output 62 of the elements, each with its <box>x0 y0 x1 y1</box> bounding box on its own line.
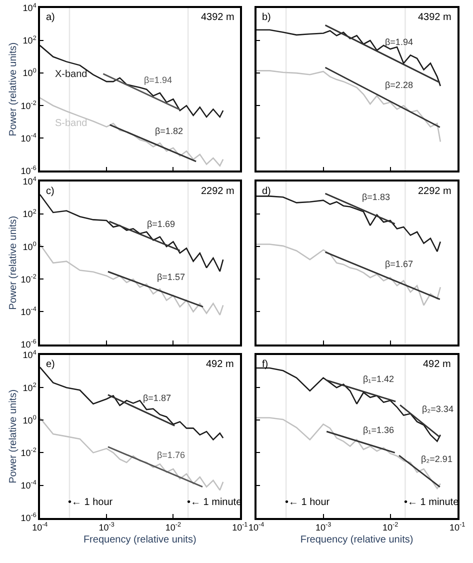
series-label: β=1.82 <box>155 126 183 136</box>
y-tick-label: 10$^{2}$ <box>22 208 37 220</box>
ref-line-label: •← 1 hour <box>68 497 114 508</box>
x-tick-label: 10$^{-3}$ <box>315 522 332 532</box>
x-tick-label: 10$^{-4}$ <box>248 522 265 532</box>
y-tick-label: 10$^{2}$ <box>22 382 37 393</box>
y-tick-label: 10$^{-2}$ <box>20 274 37 284</box>
y-tick-label: 10$^{-6}$ <box>20 165 37 176</box>
series-label: β=1.94 <box>144 75 172 85</box>
y-tick-label: 10$^{-6}$ <box>20 338 37 350</box>
y-tick-label: 10$^{4}$ <box>22 349 37 360</box>
y-tick-label: 10$^{0}$ <box>22 414 37 426</box>
x-tick-label: 10$^{-3}$ <box>98 522 115 532</box>
annotation: 2292 m <box>201 186 234 197</box>
series-label: β=1.94 <box>385 37 413 47</box>
annotation: e) <box>46 359 55 370</box>
series-label: β=1.83 <box>362 192 390 202</box>
annotation: 492 m <box>206 359 234 370</box>
y-axis-title: Power (relative units) <box>8 389 20 484</box>
series-label: β=1.57 <box>157 272 185 282</box>
y-axis-title: Power (relative units) <box>8 216 20 310</box>
series-label: β₁=1.42 <box>363 374 394 384</box>
series-label: β₂=2.91 <box>421 454 452 464</box>
y-tick-label: 10$^{0}$ <box>22 67 37 78</box>
annotation: 4392 m <box>418 12 452 23</box>
x-tick-label: 10$^{-2}$ <box>382 522 399 532</box>
annotation: d) <box>262 186 271 197</box>
y-tick-label: 10$^{-4}$ <box>20 132 37 144</box>
y-tick-label: 10$^{-2}$ <box>20 100 37 111</box>
y-tick-label: 10$^{-2}$ <box>20 447 37 458</box>
series-label: X-band <box>55 69 88 80</box>
y-tick-label: 10$^{-4}$ <box>20 480 37 490</box>
y-axis-title: Power (relative units) <box>8 42 20 136</box>
series-label: β=2.28 <box>385 80 413 90</box>
ref-line-label: •← 1 minute <box>404 497 460 508</box>
annotation: a) <box>46 12 55 23</box>
series-label: β=1.67 <box>385 259 413 269</box>
annotation: 492 m <box>423 359 451 370</box>
y-tick-label: 10$^{4}$ <box>22 2 37 14</box>
y-tick-label: 10$^{4}$ <box>22 176 37 187</box>
x-tick-label: 10$^{-4}$ <box>32 522 48 532</box>
x-tick-label: 10$^{-1}$ <box>449 522 466 532</box>
series-label: β=1.87 <box>143 393 171 403</box>
y-tick-label: 10$^{-4}$ <box>20 306 37 317</box>
annotation: 2292 m <box>418 186 452 197</box>
annotation: f) <box>262 359 268 370</box>
x-tick-label: 10$^{-1}$ <box>232 522 248 532</box>
y-tick-label: 10$^{2}$ <box>22 34 37 46</box>
series-label: β=1.76 <box>157 450 185 460</box>
x-tick-label: 10$^{-2}$ <box>165 522 182 532</box>
series-label: β₁=1.36 <box>363 425 394 435</box>
y-tick-label: 10$^{-6}$ <box>20 512 37 523</box>
annotation: 4392 m <box>201 12 234 23</box>
series-label: β=1.69 <box>147 219 175 229</box>
x-axis-title: Frequency (relative units) <box>300 534 414 546</box>
series-label: S-band <box>55 118 88 129</box>
annotation: c) <box>46 186 54 197</box>
annotation: b) <box>262 12 271 23</box>
series-label: β₂=3.34 <box>422 404 454 414</box>
ref-line-label: •← 1 hour <box>285 497 330 508</box>
x-axis-title: Frequency (relative units) <box>83 534 196 546</box>
y-tick-label: 10$^{0}$ <box>22 240 37 252</box>
